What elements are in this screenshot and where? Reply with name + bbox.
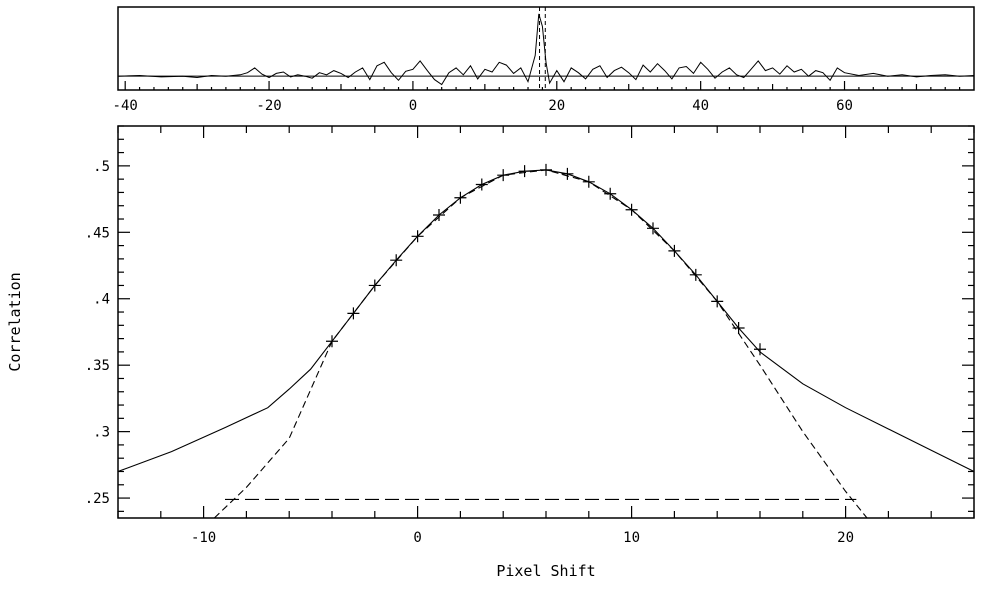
data-point-marker — [411, 230, 424, 243]
data-point-marker — [561, 167, 574, 180]
data-point-marker — [518, 165, 531, 178]
main-y-tick-label: .3 — [93, 425, 110, 441]
data-point-marker — [347, 307, 360, 320]
data-point-marker — [368, 279, 381, 292]
main-y-tick-label: .4 — [93, 292, 110, 308]
data-point-marker — [647, 222, 659, 235]
main-plot-frame — [117, 125, 975, 519]
top-x-ticks — [124, 81, 961, 90]
main-y-tick-label: .5 — [93, 159, 110, 175]
data-point-marker — [475, 178, 488, 191]
main-x-tick-label: 10 — [623, 530, 640, 546]
y-axis-label: Correlation — [6, 272, 24, 371]
data-point-marker — [754, 343, 766, 356]
main-y-tick-label: .25 — [85, 491, 110, 507]
top-x-tick-labels: -40 -20 0 20 40 60 — [113, 98, 853, 114]
top-series-line — [117, 13, 975, 86]
top-x-tick-label: -40 — [113, 98, 138, 114]
main-series-group — [118, 163, 974, 518]
data-point-marker — [689, 268, 702, 281]
main-y-tick-label: .45 — [85, 225, 110, 241]
top-x-tick-label: 40 — [692, 98, 709, 114]
data-point-marker — [390, 254, 403, 267]
main-y-tick-label: .35 — [85, 358, 110, 374]
top-panel: -40 -20 0 20 40 60 — [113, 6, 975, 114]
top-plot-frame — [117, 6, 975, 91]
top-x-tick-label: 0 — [409, 98, 417, 114]
data-point-marker — [433, 209, 445, 222]
main-series — [118, 163, 974, 518]
main-panel: -10 0 10 20 .25 .3 .35 .4 .45 .5 Pixel Shift Corr… — [6, 125, 975, 580]
main-x-tick-label: 20 — [837, 530, 854, 546]
x-axis-label: Pixel Shift — [496, 562, 595, 580]
main-tick-labels: -10 0 10 20 .25 .3 .35 .4 .45 .5 — [85, 159, 854, 546]
top-x-tick-label: 60 — [836, 98, 853, 114]
top-x-tick-label: 20 — [548, 98, 565, 114]
correlation-line — [118, 169, 974, 473]
top-series — [117, 7, 975, 90]
main-x-tick-label: 0 — [413, 530, 421, 546]
gaussian-fit-line — [213, 169, 868, 518]
main-ticks — [117, 125, 975, 518]
top-x-tick-label: -20 — [256, 98, 281, 114]
main-x-tick-label: -10 — [191, 530, 216, 546]
